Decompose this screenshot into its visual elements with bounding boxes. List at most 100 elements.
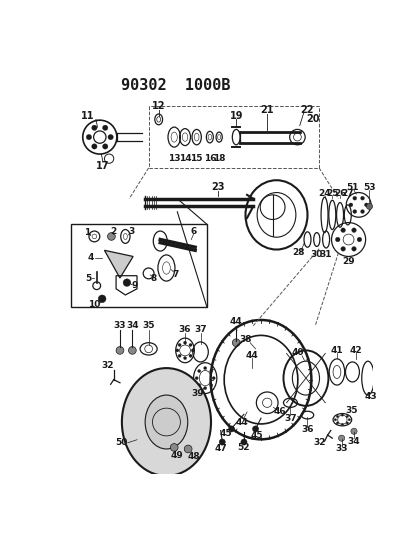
Text: 2: 2 bbox=[110, 227, 116, 236]
Circle shape bbox=[351, 247, 356, 251]
Text: 30: 30 bbox=[310, 251, 322, 260]
Circle shape bbox=[209, 384, 212, 387]
Circle shape bbox=[335, 237, 339, 242]
Circle shape bbox=[123, 279, 131, 287]
Circle shape bbox=[183, 341, 186, 344]
Text: 46: 46 bbox=[273, 408, 285, 416]
Circle shape bbox=[340, 423, 343, 425]
Text: 8: 8 bbox=[151, 273, 157, 282]
Circle shape bbox=[350, 428, 356, 434]
Polygon shape bbox=[104, 251, 133, 278]
Text: 44: 44 bbox=[235, 417, 247, 426]
Text: 44: 44 bbox=[245, 351, 257, 360]
Text: 90302  1000B: 90302 1000B bbox=[121, 78, 230, 93]
Circle shape bbox=[212, 377, 215, 379]
Circle shape bbox=[86, 134, 91, 140]
Text: 52: 52 bbox=[237, 443, 249, 452]
Text: 11: 11 bbox=[81, 110, 94, 120]
Circle shape bbox=[352, 196, 356, 200]
Circle shape bbox=[188, 343, 192, 346]
Text: 5: 5 bbox=[85, 273, 91, 282]
Circle shape bbox=[356, 237, 361, 242]
Text: 29: 29 bbox=[342, 256, 354, 265]
Text: 45: 45 bbox=[250, 431, 263, 440]
Text: 6: 6 bbox=[190, 227, 196, 236]
Text: 3: 3 bbox=[128, 227, 134, 236]
Text: 9: 9 bbox=[131, 281, 138, 290]
Circle shape bbox=[340, 247, 344, 251]
Text: 36: 36 bbox=[301, 425, 313, 434]
Circle shape bbox=[108, 134, 113, 140]
Text: 35: 35 bbox=[344, 406, 357, 415]
Text: 33: 33 bbox=[335, 445, 347, 454]
Ellipse shape bbox=[121, 368, 211, 476]
Circle shape bbox=[91, 144, 97, 149]
Circle shape bbox=[197, 384, 200, 387]
Circle shape bbox=[91, 125, 97, 131]
Text: 41: 41 bbox=[330, 346, 342, 355]
Circle shape bbox=[116, 346, 123, 354]
Text: 27: 27 bbox=[341, 189, 353, 198]
Circle shape bbox=[107, 232, 115, 240]
Text: 34: 34 bbox=[347, 437, 359, 446]
Text: 39: 39 bbox=[191, 389, 203, 398]
Text: 4: 4 bbox=[87, 254, 93, 262]
Circle shape bbox=[366, 203, 372, 209]
Circle shape bbox=[203, 367, 206, 370]
Circle shape bbox=[338, 435, 344, 441]
Text: 50: 50 bbox=[115, 438, 127, 447]
Circle shape bbox=[232, 339, 240, 346]
Circle shape bbox=[352, 209, 356, 213]
Circle shape bbox=[240, 439, 247, 445]
Circle shape bbox=[195, 377, 198, 379]
Text: 34: 34 bbox=[126, 321, 138, 330]
Text: 51: 51 bbox=[345, 183, 358, 192]
Circle shape bbox=[184, 445, 192, 453]
Text: 10: 10 bbox=[88, 300, 100, 309]
Text: 36: 36 bbox=[178, 325, 191, 334]
Circle shape bbox=[335, 415, 338, 417]
Text: 1: 1 bbox=[84, 228, 90, 237]
Text: 37: 37 bbox=[194, 325, 206, 334]
Text: 7: 7 bbox=[172, 270, 178, 279]
Circle shape bbox=[178, 343, 180, 346]
Text: 19: 19 bbox=[229, 111, 242, 122]
Text: 26: 26 bbox=[333, 189, 345, 198]
Circle shape bbox=[128, 346, 136, 354]
Circle shape bbox=[218, 439, 225, 445]
Text: 12: 12 bbox=[152, 101, 165, 111]
Text: 42: 42 bbox=[349, 346, 361, 355]
Circle shape bbox=[102, 144, 108, 149]
Circle shape bbox=[197, 369, 200, 373]
Text: 18: 18 bbox=[212, 154, 225, 163]
Circle shape bbox=[333, 418, 336, 421]
Text: 53: 53 bbox=[362, 183, 375, 192]
Text: 17: 17 bbox=[96, 160, 109, 171]
Circle shape bbox=[252, 426, 258, 432]
Text: 44: 44 bbox=[229, 318, 242, 326]
Circle shape bbox=[170, 443, 178, 451]
Circle shape bbox=[345, 415, 348, 417]
Text: 49: 49 bbox=[171, 450, 183, 459]
Text: 28: 28 bbox=[291, 248, 304, 257]
Text: 37: 37 bbox=[283, 414, 296, 423]
Circle shape bbox=[228, 426, 234, 432]
Text: 14: 14 bbox=[178, 154, 191, 163]
Text: 33: 33 bbox=[114, 321, 126, 330]
Text: 35: 35 bbox=[142, 321, 154, 330]
Text: 21: 21 bbox=[260, 105, 273, 115]
Text: 25: 25 bbox=[325, 189, 338, 198]
Circle shape bbox=[348, 203, 352, 207]
Text: 13: 13 bbox=[168, 154, 180, 163]
Circle shape bbox=[340, 414, 343, 416]
Circle shape bbox=[102, 125, 108, 131]
Circle shape bbox=[176, 349, 178, 352]
Circle shape bbox=[340, 228, 344, 232]
Circle shape bbox=[98, 295, 106, 303]
Circle shape bbox=[191, 349, 194, 352]
Circle shape bbox=[351, 228, 356, 232]
Text: 32: 32 bbox=[313, 438, 325, 447]
Circle shape bbox=[363, 203, 368, 207]
Text: 24: 24 bbox=[318, 189, 330, 198]
Text: 43: 43 bbox=[364, 392, 377, 401]
